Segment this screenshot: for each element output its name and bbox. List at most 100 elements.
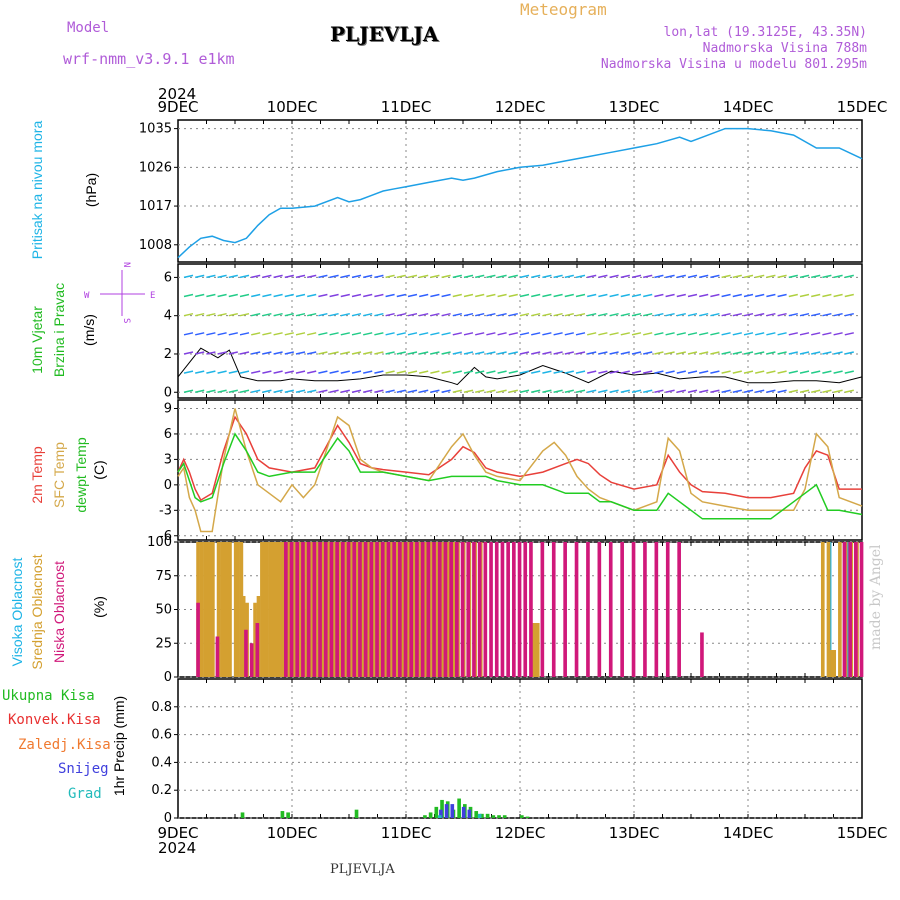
wind-arrow [363, 332, 373, 336]
wind-label-2: Brzina i Pravac [51, 283, 67, 377]
wind-arrow [799, 389, 810, 393]
pressure-unit: (hPa) [83, 173, 99, 207]
wind-arrow [844, 389, 854, 393]
wind-arrow [564, 389, 574, 393]
wind-arrow [318, 389, 328, 393]
y-tick-label: 75 [155, 569, 172, 584]
wind-arrow [340, 370, 350, 374]
bar [437, 542, 442, 677]
wind-arrow [564, 293, 574, 298]
wind-arrow [743, 389, 754, 393]
bar [842, 542, 847, 677]
temp-unit: (C) [91, 460, 107, 479]
wind-arrow [598, 312, 608, 317]
wind-arrow [217, 389, 227, 393]
wind-arrow [195, 332, 205, 336]
wind-arrow [239, 370, 250, 374]
wind-arrow [262, 293, 272, 298]
bar [255, 623, 260, 677]
wind-arrow [251, 370, 261, 374]
wind-arrow [766, 332, 776, 336]
wind-arrow [777, 274, 787, 279]
wind-arrow [307, 312, 317, 317]
wind-arrow [553, 312, 563, 317]
bar [432, 542, 436, 677]
wind-arrow [665, 274, 675, 279]
bar [341, 542, 345, 677]
wind-arrow [430, 389, 440, 393]
wind-arrow [631, 274, 642, 279]
wind-arrow [295, 293, 306, 298]
wind-arrow [262, 312, 272, 317]
wind-arrow [833, 332, 843, 336]
wind-arrow [587, 370, 597, 374]
date-tick-label: 13DEC [609, 98, 660, 116]
wind-arrow [452, 293, 462, 298]
date-axis-bottom: 9DEC 10DEC 11DEC 12DEC 13DEC 14DEC 15DEC [157, 824, 887, 842]
bar [321, 542, 326, 677]
wind-arrow [228, 389, 238, 393]
wind-arrow [463, 293, 474, 298]
wind-arrow [519, 389, 530, 393]
pressure-label: Pritisak na nivou mora [29, 121, 45, 260]
wind-arrow [206, 351, 216, 355]
bar [228, 542, 232, 677]
wind-arrow [273, 370, 283, 374]
wind-arrow [553, 351, 563, 355]
wind-arrow [542, 293, 552, 298]
wind-arrow [609, 274, 619, 279]
wind-arrow [340, 389, 350, 393]
bar [392, 542, 396, 677]
bar [428, 812, 433, 818]
bar [437, 815, 442, 818]
wind-arrow [766, 312, 776, 317]
wind-arrow [788, 389, 798, 393]
bar [415, 542, 419, 677]
bar [378, 542, 383, 677]
wind-arrow [374, 332, 384, 336]
wind-arrow [273, 312, 283, 317]
wind-arrow [811, 293, 821, 298]
bar [477, 813, 482, 818]
legend-total-precip: Ukupna Kisa [2, 688, 95, 704]
wind-arrow [575, 293, 586, 298]
wind-arrow [710, 274, 720, 279]
wind-arrow [564, 312, 574, 317]
wind-arrow [385, 274, 395, 279]
bar [700, 632, 704, 677]
wind-arrow [284, 312, 294, 317]
wind-arrow [340, 312, 350, 317]
bar [574, 542, 579, 677]
wind-arrow [631, 293, 642, 298]
panel-temperature: -6 -3 0 3 6 9 [159, 399, 863, 544]
bar [344, 542, 349, 677]
wind-arrow [833, 351, 843, 355]
bar [279, 542, 284, 677]
bar [301, 542, 305, 677]
wind-arrow [519, 332, 530, 336]
chart-title: PLJEVLJA [330, 22, 439, 46]
bar [506, 542, 510, 677]
wind-arrow [732, 389, 742, 393]
wind-arrow [654, 351, 664, 355]
wind-arrow [340, 332, 350, 336]
wind-arrow [475, 370, 485, 374]
series-line [177, 408, 863, 533]
bar [203, 542, 207, 677]
bar [236, 542, 240, 677]
wind-arrow [273, 332, 283, 336]
wind-arrow [788, 312, 798, 317]
wind-arrow [721, 332, 731, 336]
wind-arrow [407, 351, 418, 355]
wind-arrow [620, 274, 630, 279]
bar [241, 596, 246, 677]
wind-arrow [519, 370, 530, 374]
wind-arrow [318, 274, 328, 279]
wind-arrow [363, 351, 373, 355]
wind-arrow [508, 370, 518, 374]
bar [380, 542, 385, 677]
wind-arrow [822, 274, 832, 279]
wind-arrow [351, 389, 362, 393]
wind-label-1: 10m Vjetar [29, 306, 45, 374]
wind-arrow [430, 274, 440, 279]
